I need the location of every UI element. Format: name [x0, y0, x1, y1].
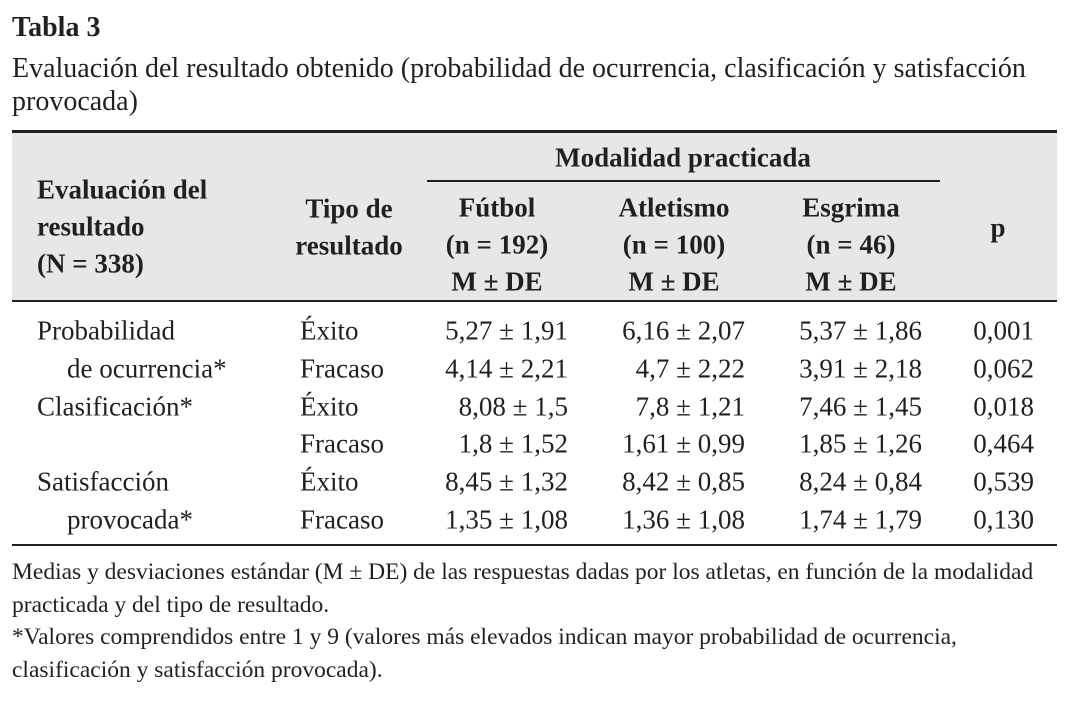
cell-value: 6,16 ± 2,07 — [622, 315, 745, 346]
header-cell: (n = 46) — [806, 229, 896, 260]
header-cell: (N = 338) — [37, 248, 144, 279]
cell-p: 0,464 — [973, 428, 1034, 459]
cell-value: 8,08 ± 1,5 — [458, 391, 568, 422]
cell-value: 1,85 ± 1,26 — [799, 428, 922, 459]
cell-p: 0,001 — [973, 315, 1034, 346]
top-rule — [12, 130, 1057, 133]
cell-value: 5,37 ± 1,86 — [799, 315, 922, 346]
cell-p: 0,018 — [973, 391, 1034, 422]
row-label: provocada* — [67, 504, 193, 535]
cell-value: 1,36 ± 1,08 — [622, 504, 745, 535]
row-label: Satisfacción — [37, 466, 169, 497]
header-cell: resultado — [37, 211, 145, 242]
cell-value: 8,45 ± 1,32 — [445, 466, 568, 497]
header-cell: (n = 192) — [445, 229, 549, 260]
header-cell: Atletismo — [618, 192, 730, 223]
cell-value: 1,35 ± 1,08 — [445, 504, 568, 535]
row-label: Clasificación* — [37, 391, 193, 422]
footnote: *Valores comprendidos entre 1 y 9 (valor… — [12, 624, 957, 683]
cell-type: Fracaso — [300, 504, 384, 535]
cell-type: Fracaso — [300, 353, 384, 384]
cell-p: 0,539 — [973, 466, 1034, 497]
header-group: Modalidad practicada — [555, 142, 811, 173]
cell-value: 3,91 ± 2,18 — [799, 353, 922, 384]
header-rule — [12, 300, 1057, 302]
header-cell: M ± DE — [805, 266, 897, 297]
header-cell: Tipo de — [305, 193, 393, 224]
cell-value: 7,8 ± 1,21 — [635, 391, 745, 422]
group-rule — [427, 180, 940, 182]
cell-p: 0,062 — [973, 353, 1034, 384]
footnote: Medias y desviaciones estándar (M ± DE) … — [12, 559, 1034, 618]
header-cell: (n = 100) — [622, 229, 726, 260]
header-cell: resultado — [295, 230, 403, 261]
cell-value: 1,61 ± 0,99 — [622, 428, 745, 459]
cell-value: 8,42 ± 0,85 — [622, 466, 745, 497]
header-background — [12, 131, 1057, 301]
cell-value: 4,14 ± 2,21 — [445, 353, 568, 384]
cell-p: 0,130 — [973, 504, 1034, 535]
cell-type: Éxito — [300, 391, 359, 422]
header-cell: Esgrima — [802, 192, 900, 223]
cell-value: 4,7 ± 2,22 — [635, 353, 745, 384]
header-cell: p — [990, 212, 1006, 243]
table-caption: Evaluación del resultado obtenido (proba… — [12, 53, 1026, 117]
cell-value: 1,8 ± 1,52 — [458, 428, 568, 459]
cell-type: Fracaso — [300, 428, 384, 459]
cell-type: Éxito — [300, 315, 359, 346]
cell-type: Éxito — [300, 466, 359, 497]
table-title: Tabla 3 — [12, 12, 101, 43]
cell-value: 5,27 ± 1,91 — [445, 315, 568, 346]
row-label: Probabilidad — [37, 315, 175, 346]
bottom-rule — [12, 544, 1057, 546]
cell-value: 1,74 ± 1,79 — [799, 504, 922, 535]
header-cell: Fútbol — [458, 192, 536, 223]
header-cell: M ± DE — [451, 266, 543, 297]
row-label: de ocurrencia* — [67, 353, 227, 384]
header-cell: M ± DE — [628, 266, 720, 297]
header-cell: Evaluación del — [37, 174, 208, 205]
cell-value: 7,46 ± 1,45 — [799, 391, 922, 422]
cell-value: 8,24 ± 0,84 — [799, 466, 922, 497]
